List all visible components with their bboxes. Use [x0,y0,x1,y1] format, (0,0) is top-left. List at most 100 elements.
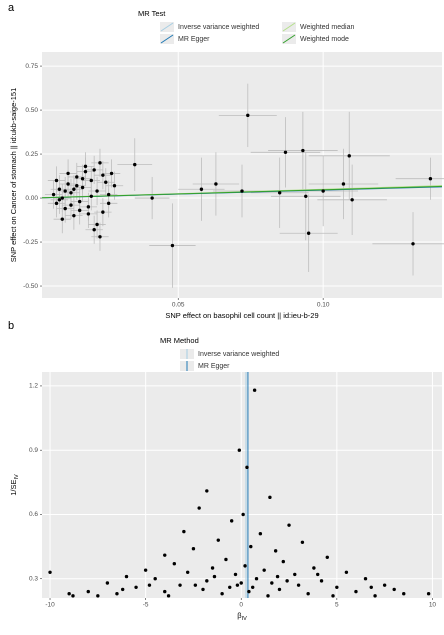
point [382,583,387,587]
point [220,592,224,596]
point [86,212,91,216]
point [48,570,52,574]
point [92,228,96,232]
point [75,184,79,188]
point [241,512,245,517]
point [191,547,196,551]
point [67,592,71,596]
y-tick-label: -0.50 [23,283,38,290]
y-tick-label: 0.25 [25,151,38,158]
point [54,201,59,206]
point [319,579,324,583]
legend-label: Inverse variance weighted [198,351,279,358]
x-tick-label: -10 [45,602,55,609]
point [216,538,220,542]
legend-label: Inverse variance weighted [178,24,259,31]
point [233,572,238,577]
y-tick-label: -0.25 [23,239,38,246]
point [197,506,201,510]
point [296,583,301,587]
point [109,171,114,176]
point [153,577,157,581]
y-tick-label: 0.50 [25,107,38,114]
point [101,210,105,214]
point [86,589,90,594]
point [134,585,138,589]
x-axis-label-main: SNP effect on basophil cell count || id:… [165,311,318,320]
point [133,162,137,167]
point [143,568,148,572]
point [240,189,244,193]
point [268,495,272,500]
point [63,189,67,193]
point [300,540,305,545]
point [392,587,396,592]
point [287,523,291,527]
point [252,388,257,392]
point [63,206,67,211]
point [293,572,297,577]
point [277,587,282,592]
point [66,182,70,186]
point [341,182,346,186]
point [335,585,339,589]
point [72,187,76,191]
y-axis-label-main: 1/SE [9,479,18,495]
x-tick-label: -5 [143,602,149,609]
y-tick-label: 0.9 [29,447,38,454]
point [112,184,117,188]
legend-label: MR Egger [178,36,210,43]
point [60,217,64,221]
point [104,180,108,184]
point [89,178,93,183]
point [201,587,205,592]
x-tick-label: 0 [239,602,243,609]
point [163,553,167,557]
point [57,187,62,191]
panel-label: a [8,2,15,14]
point [98,235,102,239]
point [80,176,85,181]
point [237,448,242,452]
point [75,175,79,179]
point [254,577,259,581]
point [106,201,111,206]
x-tick-label: 0.10 [317,302,330,309]
plot-background [42,372,442,598]
point [277,191,282,195]
point [178,583,182,587]
y-axis-label: SNP effect on Cancer of stomach || id:uk… [9,88,18,263]
point [251,585,255,589]
point [273,549,278,553]
point [150,196,154,200]
point [402,592,406,596]
point [235,583,240,587]
point [166,594,171,598]
point [283,150,288,155]
point [185,570,190,574]
point [350,198,354,202]
legend-line [160,34,174,44]
x-axis-label-sub: IV [242,616,248,622]
point [275,574,280,579]
point [69,203,73,207]
point [285,579,289,583]
legend-label: Weighted mode [300,36,349,43]
point [228,585,232,589]
point [304,194,308,198]
y-tick-label: 1.2 [29,383,38,390]
point [83,169,88,174]
point [312,566,316,570]
point [224,557,228,562]
point [347,154,351,158]
y-tick-label: 0.00 [25,195,38,202]
point [239,581,243,585]
point [147,583,152,587]
point [60,196,64,200]
x-axis-label: SNP effect on basophil cell count || id:… [165,311,318,320]
point [245,465,249,470]
point [363,577,368,581]
point [95,222,99,227]
point [301,148,305,153]
legend-label: Weighted median [300,24,354,31]
